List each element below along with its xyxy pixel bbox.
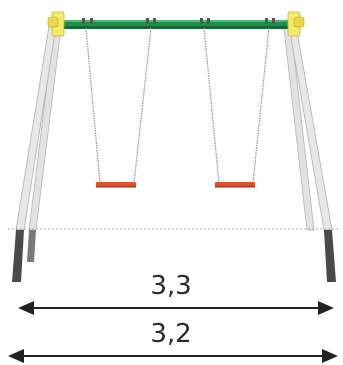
chain-left <box>203 27 220 184</box>
chain-left <box>85 27 101 184</box>
beam-hooks <box>82 18 275 24</box>
left-post-pair <box>12 19 63 282</box>
beam-shadow <box>60 26 292 29</box>
left-post-ground-segment <box>12 230 24 282</box>
hook <box>207 18 210 24</box>
hook <box>90 18 93 24</box>
hook <box>153 18 156 24</box>
beam-body <box>60 20 292 29</box>
arrowhead-right <box>322 349 338 363</box>
right-bracket <box>287 11 305 37</box>
swing-left <box>85 27 152 188</box>
dimension-upper: 3,3 <box>18 271 334 315</box>
right-post-ground-segment <box>324 230 336 282</box>
left-bracket <box>47 11 65 37</box>
hook <box>82 18 85 24</box>
hook <box>200 18 203 24</box>
swing-seat <box>96 182 136 187</box>
chain-right <box>252 27 270 184</box>
right-post-pair <box>282 19 336 282</box>
dimension-label-lower: 3,2 <box>150 319 191 349</box>
left-post-back-ground-segment <box>27 230 36 262</box>
arrowhead-left <box>18 301 34 315</box>
dimension-label-upper: 3,3 <box>150 271 191 301</box>
hook <box>265 18 268 24</box>
dimension-lower: 3,2 <box>8 319 338 363</box>
hook <box>146 18 149 24</box>
beam-top-highlight <box>60 20 292 22</box>
hook <box>272 18 275 24</box>
top-beam <box>60 20 292 29</box>
arrowhead-right <box>318 301 334 315</box>
swing-seat <box>215 182 255 187</box>
swing-right <box>203 27 270 188</box>
chain-right <box>133 27 152 184</box>
arrowhead-left <box>8 349 24 363</box>
